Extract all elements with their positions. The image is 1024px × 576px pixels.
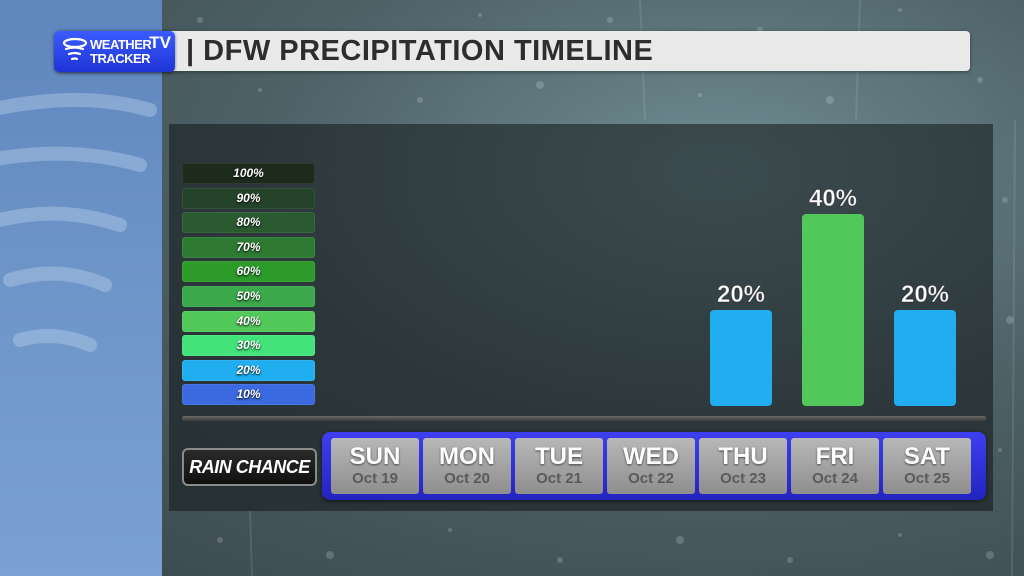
logo-text-weather: WEATHER	[90, 37, 152, 52]
day-cell-sun: SUN Oct 19	[331, 438, 419, 494]
page-title: | DFW PRECIPITATION TIMELINE	[186, 35, 654, 67]
logo-text-tv: TV	[149, 33, 171, 52]
chart-baseline	[182, 416, 986, 421]
day-date: Oct 21	[536, 470, 582, 487]
day-cell-fri: FRI Oct 24	[791, 438, 879, 494]
day-name: WED	[623, 443, 679, 470]
day-name: SAT	[903, 443, 951, 470]
day-cell-tue: TUE Oct 21	[515, 438, 603, 494]
day-cell-thu: THU Oct 23	[699, 438, 787, 494]
day-date: Oct 24	[812, 470, 858, 487]
day-name: THU	[718, 443, 768, 470]
legend-swatch-20: 20%	[182, 359, 315, 381]
legend-swatch-30: 30%	[182, 335, 315, 357]
day-date: Oct 20	[444, 470, 490, 487]
legend-swatch-60: 60%	[182, 261, 315, 283]
rain-chance-label: RAIN CHANCE	[182, 448, 317, 486]
day-date: Oct 19	[352, 470, 398, 487]
day-name: MON	[439, 443, 495, 470]
day-cell-wed: WED Oct 22	[607, 438, 695, 494]
legend-swatch-90: 90%	[182, 187, 315, 209]
day-name: TUE	[535, 443, 583, 470]
day-strip: SUN Oct 19 MON Oct 20 TUE Oct 21 WED Oct…	[322, 432, 986, 500]
legend-swatch-40: 40%	[182, 310, 315, 332]
day-name: SUN	[349, 443, 401, 470]
station-logo: WEATHER TRACKER TV	[54, 31, 175, 72]
legend-swatch-80: 80%	[182, 212, 315, 234]
day-date: Oct 23	[720, 470, 766, 487]
day-cell-mon: MON Oct 20	[423, 438, 511, 494]
day-date: Oct 25	[904, 470, 950, 487]
title-bar	[58, 31, 970, 71]
legend-swatch-10: 10%	[182, 384, 315, 406]
tornado-logo-icon	[62, 37, 88, 61]
legend-swatch-50: 50%	[182, 286, 315, 307]
tornado-icon	[0, 93, 157, 352]
day-date: Oct 22	[628, 470, 674, 487]
legend-swatch-70: 70%	[182, 236, 315, 258]
legend-swatch-100: 100%	[182, 163, 315, 184]
left-decor-strip	[0, 0, 162, 576]
logo-text-tracker: TRACKER	[90, 51, 151, 66]
day-name: FRI	[815, 443, 855, 470]
day-cell-sat: SAT Oct 25	[883, 438, 971, 494]
